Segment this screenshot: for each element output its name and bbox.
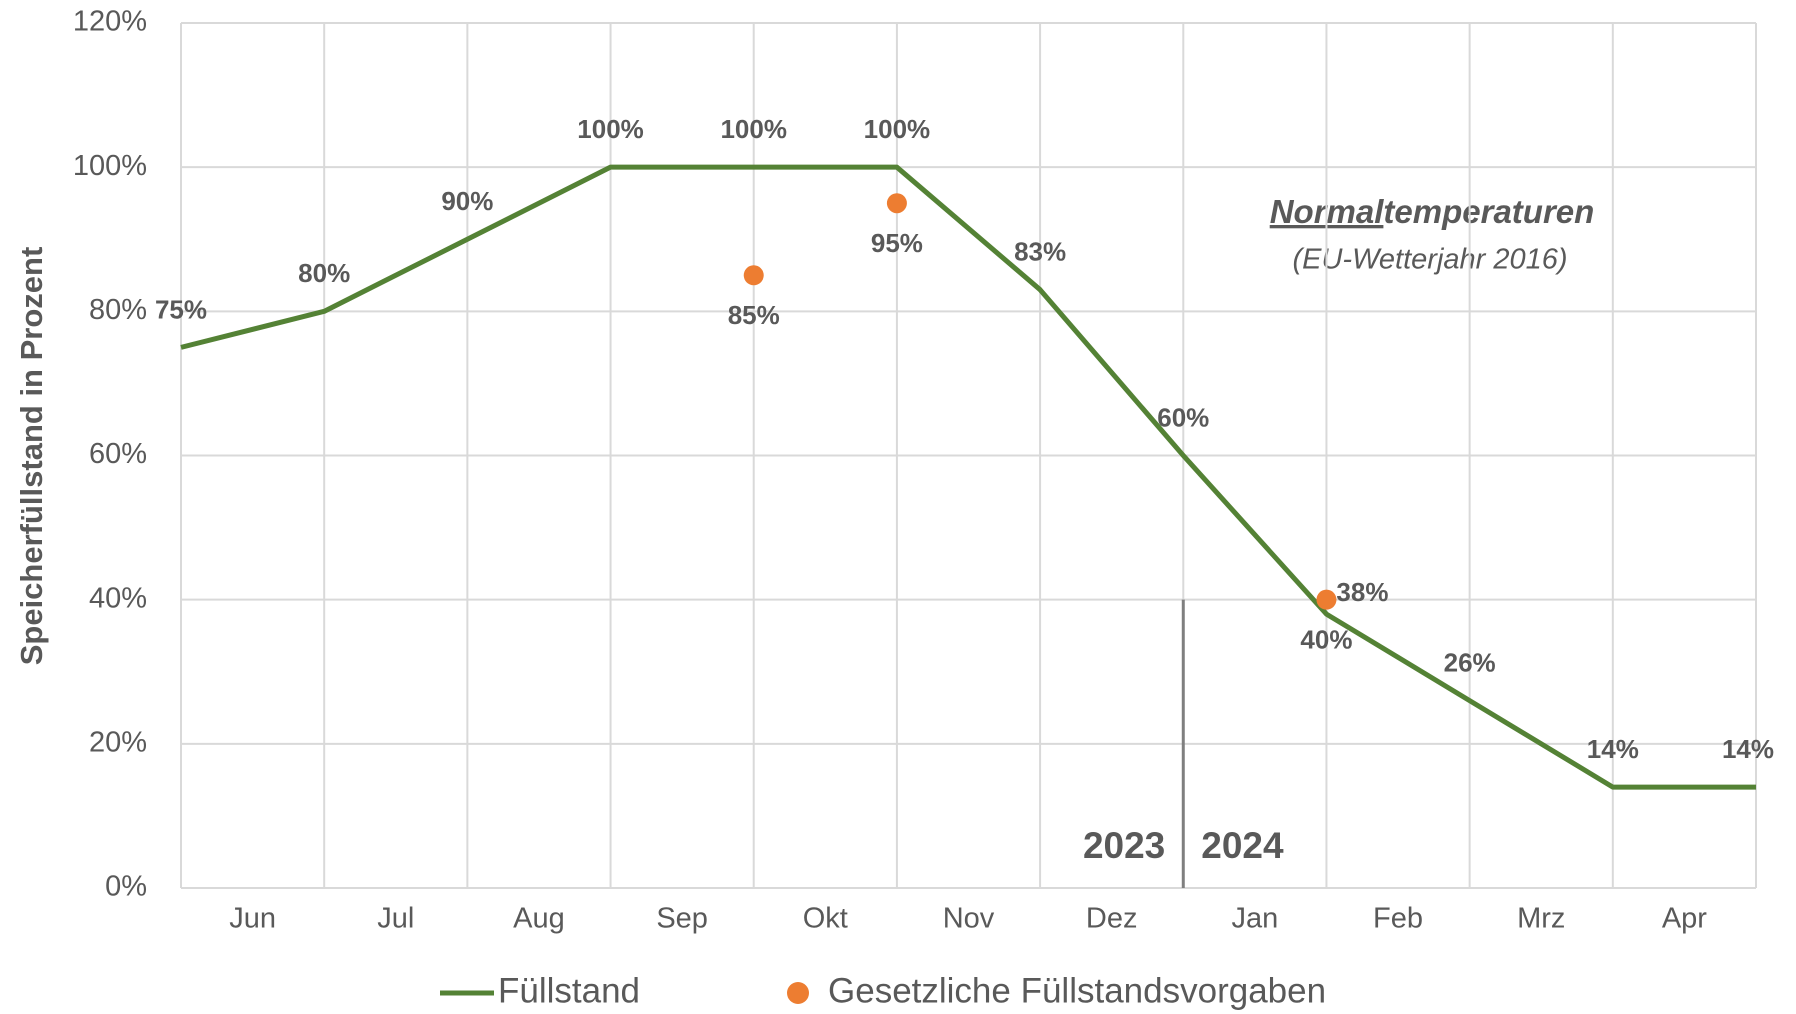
y-axis-title: Speicherfüllstand in Prozent	[14, 247, 49, 666]
data-label: 14%	[1587, 734, 1639, 764]
y-tick-label: 60%	[89, 438, 147, 470]
data-label: 100%	[864, 114, 931, 144]
x-tick-label: Feb	[1373, 903, 1423, 935]
annotation-text: temperaturen	[1383, 193, 1594, 230]
data-label: 60%	[1157, 402, 1209, 432]
y-tick-label: 120%	[73, 6, 147, 38]
data-label: 80%	[298, 258, 350, 288]
legend-swatch	[787, 982, 809, 1004]
y-tick-label: 100%	[73, 150, 147, 182]
y-tick-label: 0%	[105, 871, 147, 903]
data-label: 38%	[1336, 577, 1388, 607]
year-label: 2023	[1083, 825, 1165, 866]
x-tick-label: Aug	[513, 903, 565, 935]
data-label: 14%	[1722, 734, 1774, 764]
legend-label: Füllstand	[498, 971, 640, 1010]
y-tick-label: 80%	[89, 294, 147, 326]
data-label: 85%	[728, 300, 780, 330]
point	[743, 265, 764, 286]
year-label: 2024	[1201, 825, 1284, 866]
y-tick-label: 40%	[89, 582, 147, 614]
legend-label: Gesetzliche Füllstandsvorgaben	[828, 971, 1326, 1010]
point	[1316, 589, 1337, 610]
data-label: 75%	[155, 294, 207, 324]
annotation-subtitle: (EU-Wetterjahr 2016)	[1292, 244, 1567, 276]
data-label: 100%	[720, 114, 787, 144]
line	[180, 164, 1756, 790]
x-tick-label: Apr	[1662, 903, 1707, 935]
data-label: 83%	[1014, 237, 1066, 267]
data-label: 100%	[577, 114, 644, 144]
point	[886, 193, 907, 214]
data-label: 95%	[871, 228, 923, 258]
x-tick-label: Mrz	[1517, 903, 1565, 935]
annotation: Normaltemperaturen	[1270, 193, 1595, 230]
x-tick-label: Dez	[1086, 903, 1138, 935]
x-tick-label: Jul	[377, 903, 414, 935]
x-tick-label: Nov	[943, 903, 995, 935]
x-tick-label: Sep	[656, 903, 708, 935]
x-tick-label: Okt	[803, 903, 848, 935]
x-tick-label: Jun	[229, 903, 276, 935]
data-label: 26%	[1444, 647, 1496, 677]
x-tick-label: Jan	[1231, 903, 1278, 935]
data-label: 40%	[1300, 625, 1352, 655]
data-label: 90%	[441, 186, 493, 216]
y-tick-label: 20%	[89, 726, 147, 758]
